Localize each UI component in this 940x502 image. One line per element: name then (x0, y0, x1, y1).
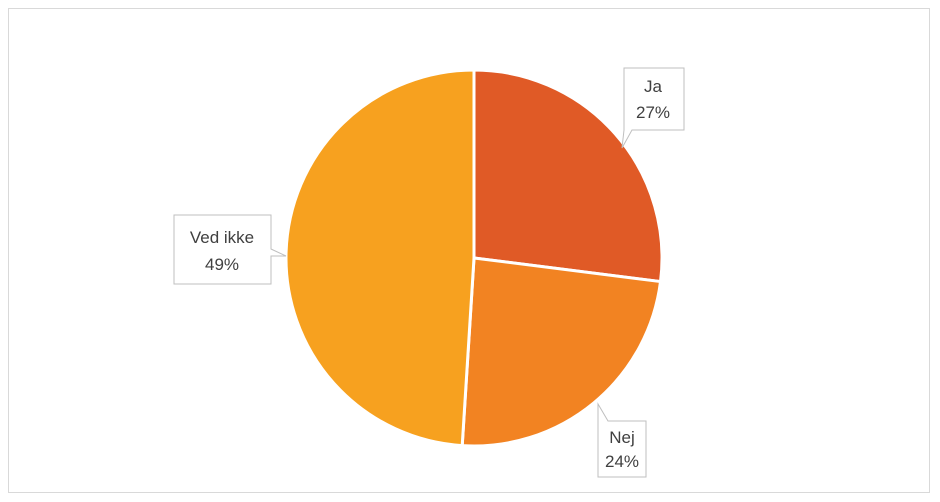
callout-ja-box (621, 67, 685, 149)
pie-slices (284, 68, 664, 448)
callout-nej: Nej 24% (597, 402, 647, 478)
callout-nej-label: Nej (609, 428, 635, 447)
callout-ja-label: Ja (644, 77, 663, 96)
pie-slice-ved-ikke (284, 68, 476, 448)
callout-ja: Ja 27% (621, 67, 685, 149)
callout-ved-ikke-box (173, 214, 287, 285)
pie-slice-ja (472, 68, 664, 284)
callout-nej-box (597, 402, 647, 478)
callout-nej-percent: 24% (605, 452, 639, 471)
callout-ved-ikke-percent: 49% (205, 255, 239, 274)
callout-ja-percent: 27% (636, 103, 670, 122)
pie-slice-nej (460, 256, 663, 448)
callout-ved-ikke-label: Ved ikke (190, 228, 254, 247)
callout-ved-ikke: Ved ikke 49% (173, 214, 287, 285)
